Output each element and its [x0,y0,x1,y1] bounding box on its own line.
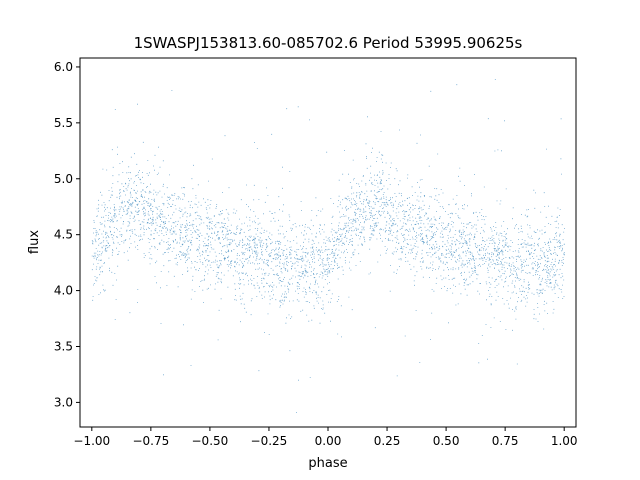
x-tick-label: 0.00 [315,434,342,448]
x-tick-label: 0.75 [492,434,519,448]
y-tick-label: 4.0 [54,284,73,298]
x-tick-label: −0.75 [132,434,169,448]
x-axis-label: phase [308,456,347,471]
x-tick-label: 1.00 [551,434,578,448]
y-tick-label: 3.0 [54,395,73,409]
y-tick-label: 4.5 [54,228,73,242]
x-tick-label: 0.50 [433,434,460,448]
y-tick-label: 6.0 [54,60,73,74]
y-axis-label: flux [27,230,42,254]
y-tick-label: 5.0 [54,172,73,186]
x-axis: −1.00 −0.75 −0.50 −0.25 0.00 0.25 0.50 0.75 1.00 [73,427,578,448]
x-tick-label: −0.50 [192,434,229,448]
data-points [91,79,565,413]
y-axis: 3.0 3.5 4.0 4.5 5.0 5.5 6.0 [54,60,80,409]
y-tick-label: 3.5 [54,339,73,353]
chart-title: 1SWASPJ153813.60-085702.6 Period 53995.9… [134,34,523,52]
x-tick-label: 0.25 [374,434,401,448]
scatter-points-flux [91,79,565,413]
y-tick-label: 5.5 [54,116,73,130]
x-tick-label: −0.25 [251,434,288,448]
x-tick-label: −1.00 [73,434,110,448]
